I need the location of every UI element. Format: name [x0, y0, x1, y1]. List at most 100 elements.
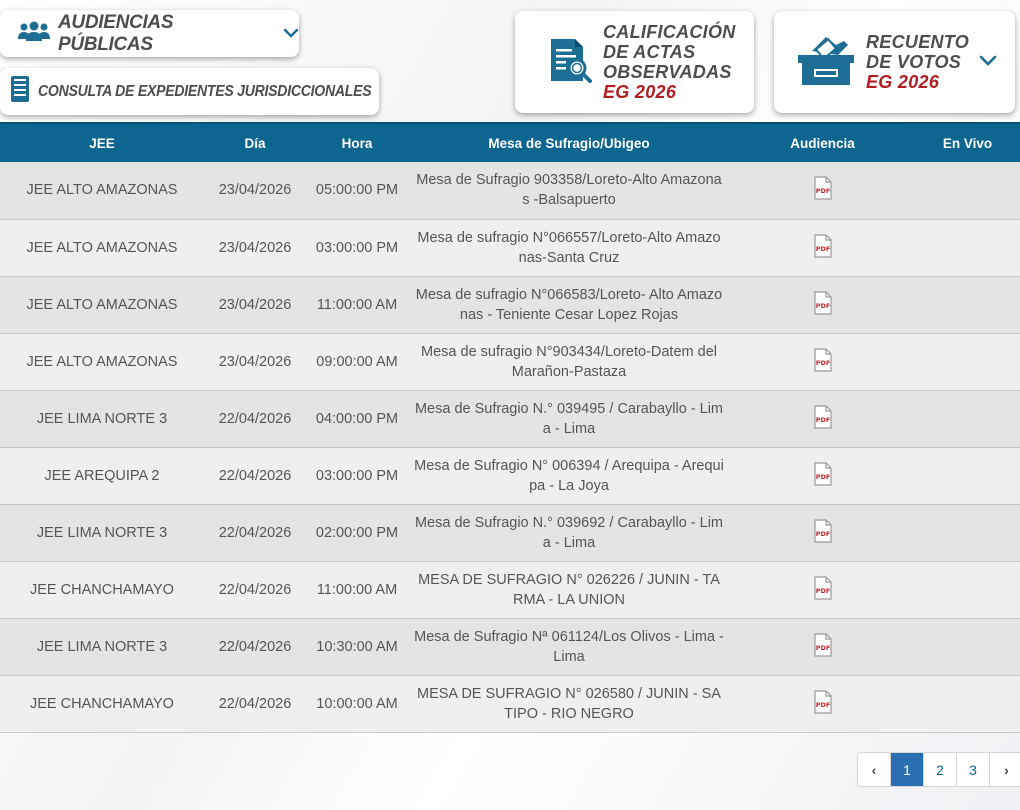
cell-hora: 10:00:00 AM	[316, 695, 398, 712]
page-3-button[interactable]: 3	[957, 753, 990, 786]
pdf-icon[interactable]: PDF	[813, 290, 833, 319]
col-header-hora: Hora	[306, 122, 408, 162]
pdf-icon-text: PDF	[815, 530, 830, 538]
pdf-icon-text: PDF	[815, 187, 830, 195]
cell-audiencia: PDF	[730, 675, 915, 732]
calificacion-line3: OBSERVADAS	[603, 62, 732, 82]
pdf-icon[interactable]: PDF	[813, 689, 833, 718]
table-row: JEE ALTO AMAZONAS 23/04/2026 05:00:00 PM Me…	[0, 162, 1020, 219]
document-icon	[10, 75, 30, 108]
pdf-icon-text: PDF	[815, 416, 830, 424]
pdf-icon[interactable]: PDF	[813, 176, 833, 204]
table-header-row: JEE Día Hora Mesa de Sufragio/Ubigeo Aud…	[0, 122, 1020, 162]
cell-audiencia: PDF	[730, 333, 915, 390]
cell-dia: 22/04/2026	[218, 410, 292, 427]
cell-jee: JEE CHANCHAMAYO	[30, 695, 174, 712]
table-row: JEE ALTO AMAZONAS 23/04/2026 09:00:00 AM Me…	[0, 333, 1020, 390]
mesa-text: Mesa de Sufragio N.° 039692 / Carabayllo…	[414, 514, 724, 551]
cell-en-vivo	[915, 504, 1020, 561]
col-header-audiencia: Audiencia	[730, 122, 915, 162]
cell-en-vivo	[915, 162, 1020, 219]
pdf-icon[interactable]: PDF	[813, 518, 833, 547]
cell-hora: 02:00:00 PM	[315, 524, 399, 541]
pdf-icon-text: PDF	[815, 359, 830, 367]
calificacion-label: CALIFICACIÓN DE ACTAS OBSERVADAS EG 2026	[603, 22, 736, 102]
cell-hora: 09:00:00 AM	[316, 353, 398, 370]
cell-dia: 23/04/2026	[218, 182, 292, 199]
page-2-button[interactable]: 2	[924, 753, 957, 786]
cell-jee: JEE ALTO AMAZONAS	[26, 182, 178, 199]
cell-audiencia: PDF	[730, 276, 915, 333]
audiencias-publicas-dropdown[interactable]: AUDIENCIAS PÚBLICAS	[0, 10, 299, 57]
pdf-icon-text: PDF	[815, 701, 830, 709]
chevron-down-icon	[979, 54, 997, 72]
recuento-line3: EG 2026	[866, 72, 940, 92]
recuento-line1: RECUENTO	[866, 32, 970, 52]
cell-audiencia: PDF	[730, 561, 915, 618]
cell-en-vivo	[915, 618, 1020, 675]
cell-en-vivo	[915, 333, 1020, 390]
pdf-icon[interactable]: PDF	[813, 461, 833, 490]
table-row: JEE LIMA NORTE 3 22/04/2026 10:30:00 AM Mes…	[0, 618, 1020, 675]
users-icon	[18, 21, 50, 46]
cell-jee: JEE LIMA NORTE 3	[36, 524, 168, 541]
col-header-dia: Día	[204, 122, 306, 162]
cell-en-vivo	[915, 390, 1020, 447]
cell-audiencia: PDF	[730, 504, 915, 561]
cell-mesa: MESA DE SUFRAGIO N° 026580 / JUNIN - SAT…	[408, 675, 730, 732]
calificacion-line2: DE ACTAS	[603, 42, 696, 62]
mesa-text: Mesa de Sufragio N.° 039495 / Carabayllo…	[414, 400, 724, 437]
cell-mesa: Mesa de sufragio N°066583/Loreto- Alto A…	[408, 276, 730, 333]
cell-mesa: Mesa de Sufragio N.° 039692 / Carabayllo…	[408, 504, 730, 561]
cell-audiencia: PDF	[730, 162, 915, 219]
cell-mesa: Mesa de Sufragio N° 006394 / Arequipa - …	[408, 447, 730, 504]
cell-dia: 22/04/2026	[218, 524, 292, 541]
mesa-text: Mesa de sufragio N°066557/Loreto-Alto Am…	[417, 229, 721, 266]
pdf-icon[interactable]: PDF	[813, 404, 833, 433]
page-1-button[interactable]: 1	[891, 753, 924, 786]
cell-en-vivo	[915, 219, 1020, 276]
prev-page-button[interactable]: ‹	[858, 753, 891, 786]
cell-en-vivo	[915, 561, 1020, 618]
cell-mesa: Mesa de Sufragio N.° 039495 / Carabayllo…	[408, 390, 730, 447]
calificacion-line4: EG 2026	[603, 82, 677, 102]
next-page-button[interactable]: ›	[1004, 761, 1009, 778]
cell-jee: JEE AREQUIPA 2	[44, 467, 160, 484]
pdf-icon[interactable]: PDF	[813, 575, 833, 604]
cell-dia: 22/04/2026	[218, 581, 292, 598]
table-body: JEE ALTO AMAZONAS 23/04/2026 05:00:00 PM Me…	[0, 162, 1020, 732]
audiencias-label: AUDIENCIAS PÚBLICAS	[58, 11, 174, 55]
consulta-label: CONSULTA DE EXPEDIENTES JURISDICCIONALES	[38, 82, 372, 100]
document-search-icon	[547, 37, 593, 88]
pdf-icon[interactable]: PDF	[813, 233, 833, 262]
mesa-text: Mesa de Sufragio N° 006394 / Arequipa - …	[414, 457, 724, 494]
recuento-votos-dropdown[interactable]: RECUENTO DE VOTOS EG 2026	[774, 11, 1015, 113]
mesa-text: Mesa de sufragio N°903434/Loreto-Datem d…	[421, 343, 717, 380]
cell-audiencia: PDF	[730, 618, 915, 675]
cell-dia: 22/04/2026	[218, 467, 292, 484]
table-row: JEE LIMA NORTE 3 22/04/2026 02:00:00 PM Mes…	[0, 504, 1020, 561]
cell-jee: JEE ALTO AMAZONAS	[26, 353, 178, 370]
consulta-expedientes-button[interactable]: CONSULTA DE EXPEDIENTES JURISDICCIONALES	[0, 68, 379, 115]
pdf-icon-text: PDF	[815, 644, 830, 652]
cell-dia: 22/04/2026	[218, 695, 292, 712]
cell-dia: 23/04/2026	[218, 353, 292, 370]
pdf-icon-text: PDF	[815, 302, 830, 310]
cell-audiencia: PDF	[730, 447, 915, 504]
cell-audiencia: PDF	[730, 219, 915, 276]
calificacion-actas-button[interactable]: CALIFICACIÓN DE ACTAS OBSERVADAS EG 2026	[515, 11, 754, 113]
recuento-line2: DE VOTOS	[866, 52, 962, 72]
cell-en-vivo	[915, 447, 1020, 504]
col-header-jee: JEE	[0, 122, 204, 162]
calificacion-line1: CALIFICACIÓN	[603, 22, 736, 42]
cell-en-vivo	[915, 675, 1020, 732]
cell-mesa: Mesa de sufragio N°066557/Loreto-Alto Am…	[408, 219, 730, 276]
chevron-down-icon	[283, 25, 299, 43]
cell-en-vivo	[915, 276, 1020, 333]
pdf-icon[interactable]: PDF	[813, 632, 833, 661]
table-row: JEE LIMA NORTE 3 22/04/2026 04:00:00 PM Mes…	[0, 390, 1020, 447]
table-row: JEE CHANCHAMAYO 22/04/2026 11:00:00 AM MESA…	[0, 561, 1020, 618]
cell-mesa: Mesa de Sufragio Nª 061124/Los Olivos - …	[408, 618, 730, 675]
pdf-icon[interactable]: PDF	[813, 347, 833, 376]
mesa-text: Mesa de Sufragio Nª 061124/Los Olivos - …	[414, 628, 724, 665]
